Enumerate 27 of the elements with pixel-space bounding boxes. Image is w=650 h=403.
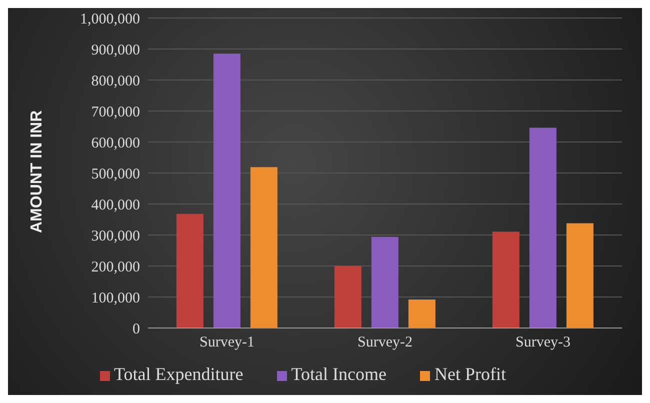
y-tick-label: 900,000: [91, 42, 140, 58]
bar: [176, 214, 204, 328]
y-tick-label: 700,000: [91, 104, 140, 120]
y-tick-label: 200,000: [91, 259, 140, 276]
bar: [250, 167, 278, 328]
y-tick-label: 0: [132, 321, 140, 338]
y-tick-label: 800,000: [91, 73, 140, 90]
bar: [334, 266, 362, 328]
legend-label: Net Profit: [434, 364, 506, 384]
x-tick-label: Survey-1: [200, 334, 254, 351]
legend-label: Total Income: [291, 364, 386, 384]
y-tick-label: 300,000: [91, 228, 140, 244]
bar: [492, 232, 520, 328]
bar: [408, 299, 436, 328]
bar: [529, 128, 556, 328]
y-tick-label: 500,000: [91, 166, 140, 182]
bar: [566, 223, 594, 328]
y-tick-label: 100,000: [91, 290, 140, 306]
y-tick-label: 400,000: [91, 197, 140, 214]
bar: [371, 236, 398, 328]
x-tick-label: Survey-2: [358, 334, 412, 351]
y-tick-label: 600,000: [91, 135, 140, 152]
y-axis-title: AMOUNT IN INR: [28, 110, 46, 233]
x-tick-label: Survey-3: [516, 334, 570, 351]
legend-label: Total Expenditure: [114, 364, 244, 384]
bar: [213, 54, 240, 328]
y-tick-label: 1,000,000: [80, 11, 140, 28]
